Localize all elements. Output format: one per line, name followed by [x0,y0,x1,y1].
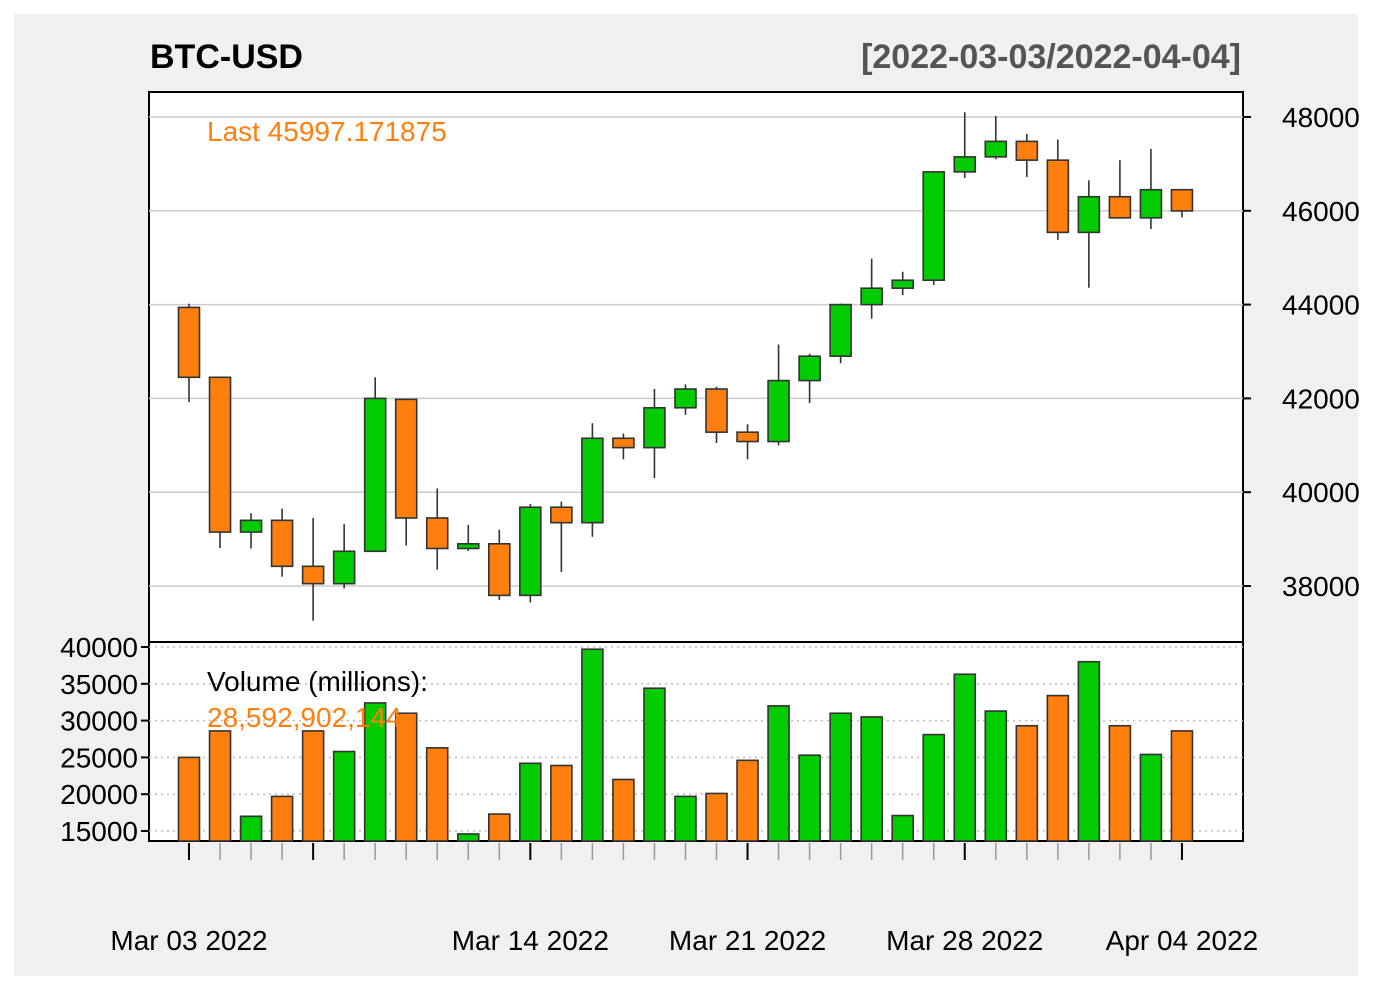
candle-body [425,517,449,550]
volume-bar [829,712,852,842]
volume-bar [736,759,759,842]
volume-bar [1170,730,1194,842]
candle-body [674,388,697,409]
candle-body [1015,140,1039,161]
candle-body [1139,188,1163,219]
volume-bar [984,710,1008,842]
candle-body [953,156,977,173]
volume-bar [425,747,449,842]
volume-bar [1139,753,1163,842]
volume-bar [394,712,418,842]
volume-bar [519,762,542,842]
candle-body [798,355,821,382]
price-tick-label: 42000 [1282,383,1360,414]
candle-body [1077,195,1101,234]
volume-bar [1015,724,1039,842]
chart-title: BTC-USD [150,38,303,76]
candle-body [984,140,1008,158]
candle-body [736,431,759,443]
candle-body [705,388,728,433]
candle-body [643,406,666,449]
volume-value-label: 28,592,902,144 [207,702,402,733]
candle-body [767,379,790,443]
candle-body [1046,159,1070,234]
volume-bar [301,730,325,842]
price-tick-label: 44000 [1282,290,1360,321]
volume-tick-label: 25000 [60,742,138,773]
volume-tick-label: 35000 [60,669,138,700]
price-axis: 38000 40000 42000 44000 46000 48000 [1243,102,1360,602]
volume-bar [487,813,511,842]
volume-bar [208,730,232,842]
volume-bar [1077,660,1101,842]
volume-bar [1108,724,1132,842]
candle-body [177,306,201,379]
candle-body [363,397,387,553]
candle-body [891,279,914,289]
price-tick-label: 46000 [1282,196,1360,227]
last-price-label: Last 45997.171875 [207,116,447,147]
volume-axis: 15000 20000 25000 30000 35000 40000 [60,632,149,847]
volume-bar [674,795,697,842]
volume-bar [953,673,977,842]
volume-bar [581,648,604,842]
volume-bar [922,733,946,842]
volume-tick-label: 15000 [60,816,138,847]
candle-body [581,437,604,524]
candle-body [301,565,325,585]
volume-bar [363,702,387,842]
volume-bar [705,792,728,842]
candle-body [487,542,511,597]
candle-body [1170,188,1194,212]
candle-body [519,506,542,597]
x-tick-label: Mar 03 2022 [110,925,267,956]
volume-bar [860,716,883,842]
date-range-label: [2022-03-03/2022-04-04] [861,38,1241,76]
volume-bar [332,750,356,842]
volume-bar [456,833,480,842]
candle-body [829,303,852,357]
candle-body [1108,195,1132,219]
volume-label: Volume (millions): [207,666,428,697]
candle-body [270,519,294,568]
volume-bar [891,814,914,842]
x-axis: Mar 03 2022 Mar 14 2022 Mar 21 2022 Mar 28 … [110,843,1258,956]
volume-bar [1046,694,1070,842]
candle-body [394,398,418,519]
volume-bar [612,778,635,842]
price-tick-label: 38000 [1282,571,1360,602]
candle-body [239,519,263,533]
price-tick-label: 40000 [1282,477,1360,508]
price-tick-label: 48000 [1282,102,1360,133]
volume-tick-label: 30000 [60,706,138,737]
candle-body [860,287,883,306]
x-tick-label: Apr 04 2022 [1106,925,1259,956]
candles [177,112,1194,621]
volume-bar [270,795,294,842]
candle-body [332,550,356,585]
volume-bar [550,764,573,842]
candle-body [922,171,946,282]
candle-body [550,506,573,524]
candle-body [456,542,480,550]
volume-tick-label: 20000 [60,779,138,810]
candle-body [612,437,635,449]
x-tick-label: Mar 28 2022 [886,925,1043,956]
volume-bar [798,754,821,842]
x-tick-label: Mar 14 2022 [452,925,609,956]
volume-bar [643,687,666,842]
volume-bars [177,648,1194,842]
x-tick-label: Mar 21 2022 [669,925,826,956]
volume-tick-label: 40000 [60,632,138,663]
volume-bar [239,815,263,842]
candle-body [208,376,232,533]
volume-bar [177,756,201,842]
volume-bar [767,705,790,842]
